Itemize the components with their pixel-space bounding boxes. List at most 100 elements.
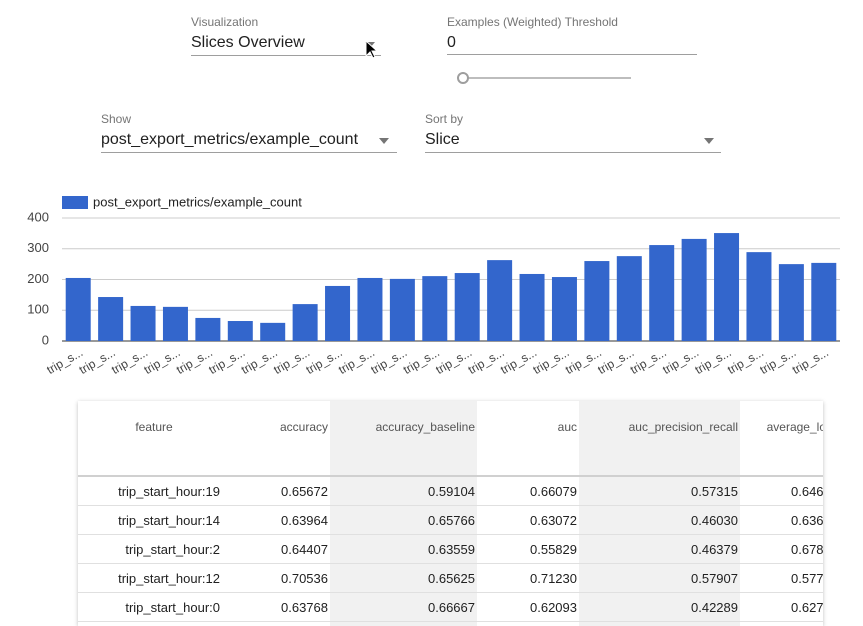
x-tick-label: trip_s... <box>206 345 247 377</box>
table-cell: 0.70536 <box>230 564 330 593</box>
bar <box>228 321 253 341</box>
table-row: trip_start_hour:230.660160.648440.583370… <box>78 622 823 626</box>
table-cell: 0.57907 <box>579 564 740 593</box>
data-table: featureaccuracyaccuracy_baselineaucauc_p… <box>78 401 823 626</box>
table-head: featureaccuracyaccuracy_baselineaucauc_p… <box>78 401 823 476</box>
table-cell: 0.65766 <box>330 506 477 535</box>
dropdown-arrow[interactable] <box>379 138 389 144</box>
table-cell: 0.63768 <box>230 593 330 622</box>
x-tick-label: trip_s... <box>433 345 474 377</box>
table-cell: 0.57703 <box>740 564 823 593</box>
table-cell: trip_start_hour:12 <box>78 564 230 593</box>
table-cell: 0.64654 <box>740 476 823 506</box>
table-row: trip_start_hour:20.644070.635590.558290.… <box>78 535 823 564</box>
bar <box>520 274 545 341</box>
bar <box>746 252 771 341</box>
bar <box>714 233 739 341</box>
table-cell: trip_start_hour:14 <box>78 506 230 535</box>
x-tick-label: trip_s... <box>530 345 571 377</box>
bar <box>390 279 415 341</box>
x-tick-label: trip_s... <box>757 345 798 377</box>
table-row: trip_start_hour:190.656720.591040.660790… <box>78 476 823 506</box>
bar <box>487 260 512 341</box>
x-tick-label: trip_s... <box>174 345 215 377</box>
y-tick-label: 200 <box>27 271 49 286</box>
table-row: trip_start_hour:00.637680.666670.620930.… <box>78 593 823 622</box>
column-header: accuracy <box>230 401 330 476</box>
table-cell: 0.63559 <box>330 535 477 564</box>
slider-thumb[interactable] <box>458 73 468 83</box>
bar <box>584 261 609 341</box>
chart: 0100200300400post_export_metrics/example… <box>0 0 863 400</box>
bar <box>325 286 350 341</box>
table-cell: 0.71230 <box>477 564 579 593</box>
bar <box>163 307 188 341</box>
table-cell: 0.66667 <box>330 593 477 622</box>
table: featureaccuracyaccuracy_baselineaucauc_p… <box>78 401 823 626</box>
bar <box>811 263 836 341</box>
table-cell: 0.42289 <box>579 593 740 622</box>
table-cell: 0.57315 <box>579 476 740 506</box>
column-header: accuracy_baseline <box>330 401 477 476</box>
x-tick-label: trip_s... <box>660 345 701 377</box>
table-cell: 0.66016 <box>230 622 330 626</box>
dropdown-arrow[interactable] <box>704 138 714 144</box>
x-tick-label: trip_s... <box>141 345 182 377</box>
x-tick-label: trip_s... <box>77 345 118 377</box>
legend-swatch <box>62 196 88 209</box>
table-cell: 0.66079 <box>477 476 579 506</box>
x-tick-label: trip_s... <box>109 345 150 377</box>
column-header: auc <box>477 401 579 476</box>
x-tick-label: trip_s... <box>466 345 507 377</box>
bar <box>552 277 577 341</box>
table-cell: 0.62093 <box>477 593 579 622</box>
table-cell: 0.64844 <box>330 622 477 626</box>
table-cell: 0.46030 <box>579 506 740 535</box>
table-cell: trip_start_hour:0 <box>78 593 230 622</box>
legend-label: post_export_metrics/example_count <box>93 194 302 209</box>
bar <box>293 304 318 341</box>
x-tick-label: trip_s... <box>725 345 766 377</box>
table-cell: 0.63072 <box>477 506 579 535</box>
column-header: average_loss <box>740 401 823 476</box>
x-tick-label: trip_s... <box>595 345 636 377</box>
table-cell: 0.63655 <box>740 506 823 535</box>
column-header: feature <box>78 401 230 476</box>
table-cell: 0.62715 <box>740 593 823 622</box>
bar <box>131 306 156 341</box>
x-tick-label: trip_s... <box>693 345 734 377</box>
table-row: trip_start_hour:120.705360.656250.712300… <box>78 564 823 593</box>
table-cell: 0.46379 <box>579 535 740 564</box>
x-tick-label: trip_s... <box>790 345 831 377</box>
table-cell: 0.65142 <box>740 622 823 626</box>
bar <box>779 264 804 341</box>
x-tick-label: trip_s... <box>368 345 409 377</box>
bar <box>422 276 447 341</box>
x-tick-label: trip_s... <box>498 345 539 377</box>
x-tick-label: trip_s... <box>336 345 377 377</box>
bar <box>357 278 382 341</box>
bar <box>66 278 91 341</box>
table-body: trip_start_hour:190.656720.591040.660790… <box>78 476 823 626</box>
y-tick-label: 400 <box>27 209 49 224</box>
x-tick-label: trip_s... <box>401 345 442 377</box>
x-tick-label: trip_s... <box>563 345 604 377</box>
table-row: trip_start_hour:140.639640.657660.630720… <box>78 506 823 535</box>
table-cell: 0.58337 <box>477 622 579 626</box>
x-tick-label: trip_s... <box>271 345 312 377</box>
table-cell: 0.44173 <box>579 622 740 626</box>
y-tick-label: 0 <box>42 332 49 347</box>
bar <box>195 318 220 341</box>
y-tick-label: 100 <box>27 302 49 317</box>
table-cell: 0.55829 <box>477 535 579 564</box>
table-cell: trip_start_hour:23 <box>78 622 230 626</box>
bar <box>260 323 285 341</box>
table-cell: 0.59104 <box>330 476 477 506</box>
column-header: auc_precision_recall <box>579 401 740 476</box>
header-row: featureaccuracyaccuracy_baselineaucauc_p… <box>78 401 823 476</box>
bar <box>455 273 480 341</box>
x-tick-label: trip_s... <box>628 345 669 377</box>
bar <box>98 297 123 341</box>
table-cell: 0.67816 <box>740 535 823 564</box>
